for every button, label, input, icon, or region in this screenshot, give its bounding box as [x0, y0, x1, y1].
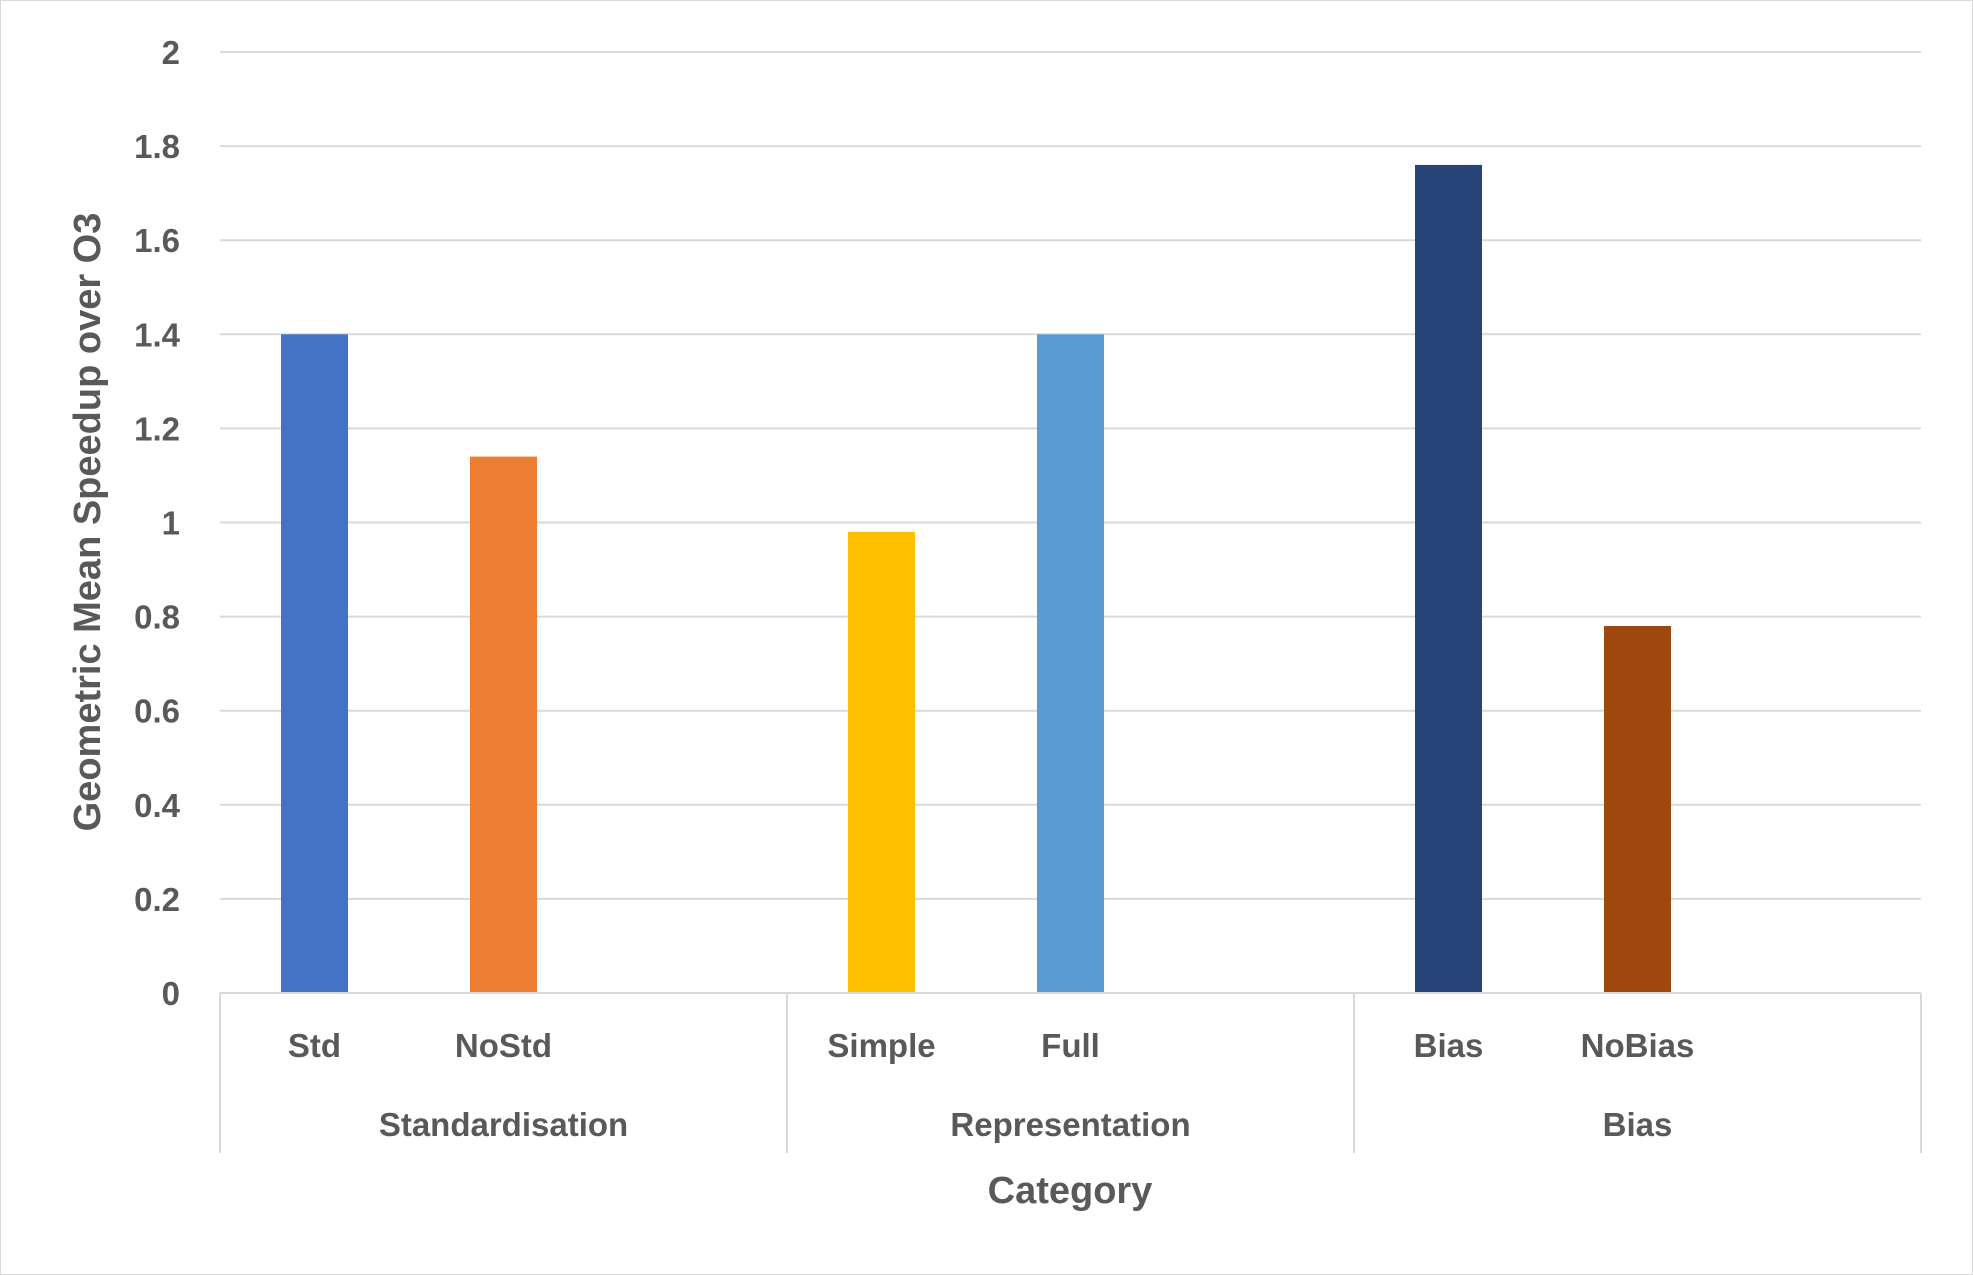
x-tick-label: Std	[288, 1027, 341, 1064]
y-tick-label: 1	[162, 505, 180, 542]
y-tick-label: 0.6	[134, 693, 180, 730]
x-category-labels: Std NoStd Standardisation Simple Full Represe…	[288, 1027, 1694, 1143]
bar-nobias	[1604, 626, 1671, 993]
y-tick-label: 1.8	[134, 128, 180, 165]
bar-full	[1037, 334, 1104, 993]
y-tick-label: 1.6	[134, 222, 180, 259]
x-tick-label: Bias	[1414, 1027, 1484, 1064]
x-tick-label: NoBias	[1581, 1027, 1695, 1064]
y-tick-label: 2	[162, 34, 180, 71]
y-axis-title: Geometric Mean Speedup over O3	[67, 213, 109, 832]
y-tick-labels: 0 0.2 0.4 0.6 0.8 1 1.2 1.4 1.6 1.8 2	[134, 34, 181, 1012]
x-axis-title: Category	[988, 1170, 1153, 1212]
bar-simple	[848, 531, 915, 993]
x-axis	[219, 992, 1922, 1153]
bar-std	[281, 334, 348, 993]
y-tick-label: 1.2	[134, 410, 180, 447]
group-label: Representation	[950, 1106, 1190, 1143]
group-label: Bias	[1603, 1106, 1673, 1143]
group-label: Standardisation	[379, 1106, 628, 1143]
x-tick-label: Full	[1041, 1027, 1100, 1064]
x-tick-label: Simple	[827, 1027, 935, 1064]
bar-bias	[1415, 164, 1482, 994]
y-tick-label: 0	[162, 975, 180, 1012]
bars	[281, 164, 1671, 994]
y-tick-label: 0.2	[134, 881, 180, 918]
y-tick-label: 0.8	[134, 599, 180, 636]
y-tick-label: 0.4	[134, 787, 181, 824]
y-tick-label: 1.4	[134, 316, 181, 353]
x-tick-label: NoStd	[455, 1027, 552, 1064]
bar-nostd	[470, 456, 537, 993]
